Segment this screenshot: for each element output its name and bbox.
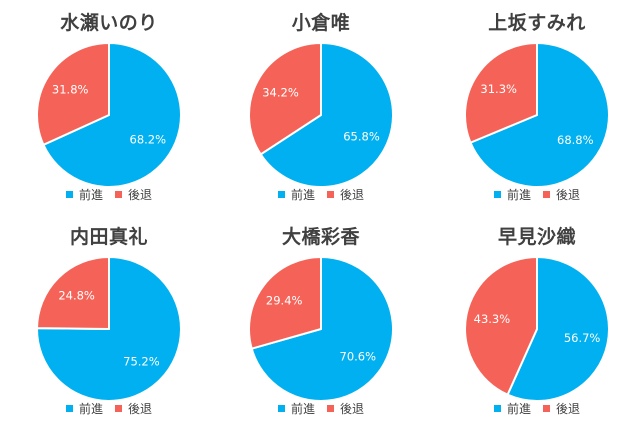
- legend-swatch: [65, 191, 73, 198]
- pie-chart: 68.8% 31.3%: [464, 41, 610, 188]
- chart-legend: 前進 後退: [221, 400, 421, 417]
- legend-swatch: [493, 191, 501, 198]
- legend-swatch: [277, 405, 285, 412]
- pie-chart: 65.8% 34.2%: [248, 41, 394, 188]
- legend-item: 前進: [277, 400, 315, 417]
- pie-slice-forward: [469, 41, 610, 188]
- pie-slice-forward: [250, 255, 394, 402]
- pie-chart: 56.7% 43.3%: [464, 255, 610, 402]
- chart-legend: 前進 後退: [9, 400, 209, 417]
- pie-slice-backward: [248, 255, 322, 350]
- pie-chart-panel: 内田真礼 75.2% 24.8% 前進 後退: [9, 222, 209, 422]
- pie-slice-backward: [248, 41, 322, 156]
- pie-chart-panel: 早見沙織 56.7% 43.3% 前進 後退: [437, 222, 637, 422]
- chart-title: 上坂すみれ: [488, 12, 586, 34]
- chart-title: 大橋彩香: [281, 226, 360, 248]
- pie-data-label: 31.8%: [52, 83, 89, 97]
- legend-item: 後退: [543, 186, 580, 203]
- legend-swatch: [327, 405, 334, 412]
- chart-title: 小倉唯: [291, 12, 351, 34]
- pie-data-label: 68.8%: [557, 133, 594, 147]
- chart-legend: 前進 後退: [437, 186, 637, 203]
- pie-data-label: 65.8%: [343, 129, 380, 143]
- pie-chart-panel: 小倉唯 65.8% 34.2% 前進 後退: [221, 8, 421, 208]
- chart-legend: 前進 後退: [9, 186, 209, 203]
- chart-legend: 前進 後退: [437, 400, 637, 417]
- pie-data-label: 29.4%: [266, 294, 303, 308]
- legend-label: 後退: [556, 402, 581, 416]
- pie-data-label: 34.2%: [262, 86, 299, 100]
- pie-chart-panel: 上坂すみれ 68.8% 31.3% 前進 後退: [437, 8, 637, 208]
- pie-chart: 70.6% 29.4%: [248, 255, 394, 402]
- legend-item: 後退: [543, 400, 580, 417]
- pie-data-label: 56.7%: [564, 331, 601, 345]
- legend-label: 後退: [556, 188, 581, 202]
- legend-label: 前進: [78, 402, 103, 416]
- legend-swatch: [115, 191, 122, 198]
- legend-label: 後退: [340, 402, 365, 416]
- pie-data-label: 24.8%: [58, 289, 95, 303]
- legend-item: 前進: [65, 186, 103, 203]
- legend-item: 前進: [493, 186, 531, 203]
- pie-chart-panel: 水瀬いのり 68.2% 31.8% 前進 後退: [9, 8, 209, 208]
- pie-data-label: 68.2%: [130, 132, 167, 146]
- pie-slice-forward: [36, 255, 182, 402]
- pie-data-label: 43.3%: [474, 312, 511, 326]
- chart-title: 内田真礼: [69, 226, 148, 248]
- legend-swatch: [543, 405, 550, 412]
- legend-item: 前進: [493, 400, 531, 417]
- legend-swatch: [543, 191, 550, 198]
- legend-item: 後退: [327, 400, 364, 417]
- legend-label: 前進: [506, 188, 531, 202]
- legend-item: 後退: [115, 400, 152, 417]
- legend-label: 後退: [128, 402, 153, 416]
- chart-legend: 前進 後退: [221, 186, 421, 203]
- pie-slice-forward: [42, 41, 182, 188]
- legend-label: 後退: [128, 188, 153, 202]
- pie-chart: 68.2% 31.8%: [36, 41, 182, 188]
- legend-item: 後退: [115, 186, 152, 203]
- legend-swatch: [277, 191, 285, 198]
- chart-title: 水瀬いのり: [60, 12, 158, 34]
- legend-swatch: [493, 405, 501, 412]
- legend-item: 前進: [65, 400, 103, 417]
- pie-slice-forward: [506, 255, 610, 402]
- legend-swatch: [65, 405, 73, 412]
- legend-swatch: [115, 405, 122, 412]
- pie-chart-panel: 大橋彩香 70.6% 29.4% 前進 後退: [221, 222, 421, 422]
- legend-label: 前進: [506, 402, 531, 416]
- legend-label: 後退: [340, 188, 365, 202]
- legend-item: 前進: [277, 186, 315, 203]
- pie-data-label: 31.3%: [480, 82, 517, 96]
- pie-data-label: 70.6%: [340, 349, 377, 363]
- pie-data-label: 75.2%: [123, 354, 160, 368]
- legend-swatch: [327, 191, 334, 198]
- legend-label: 前進: [290, 188, 315, 202]
- chart-title: 早見沙織: [497, 226, 576, 248]
- pie-slice-forward: [259, 41, 394, 188]
- pie-chart: 75.2% 24.8%: [35, 255, 182, 402]
- legend-label: 前進: [78, 188, 103, 202]
- legend-item: 後退: [327, 186, 364, 203]
- legend-label: 前進: [290, 402, 315, 416]
- pie-slice-backward: [464, 41, 538, 144]
- pie-slice-backward: [36, 41, 110, 147]
- pie-slice-backward: [35, 255, 110, 331]
- pie-slice-backward: [464, 255, 538, 397]
